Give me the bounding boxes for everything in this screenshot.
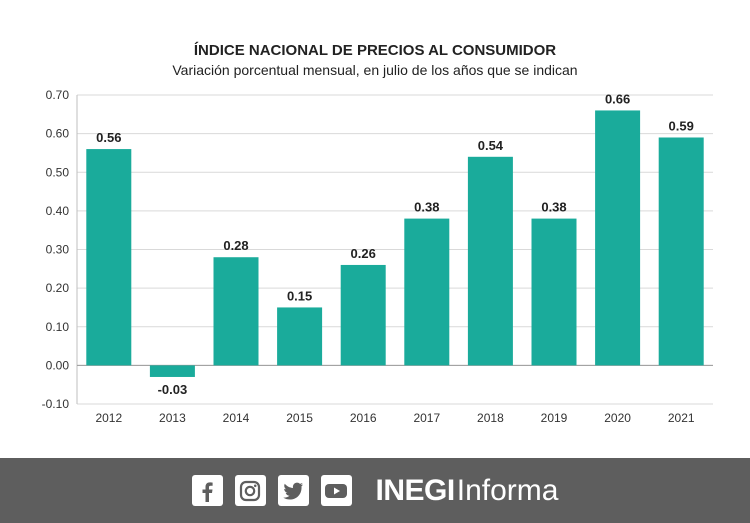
data-label-2017: 0.38 [414, 200, 439, 215]
x-tick-label-2015: 2015 [286, 411, 313, 425]
data-label-2016: 0.26 [351, 246, 376, 261]
bar-2014 [213, 257, 259, 366]
bar-2020 [595, 110, 641, 366]
data-label-2012: 0.56 [96, 130, 121, 145]
y-tick-label: 0.60 [46, 127, 70, 141]
y-tick-label: 0.10 [46, 320, 70, 334]
bar-2013 [149, 365, 195, 377]
y-tick-label: 0.50 [46, 165, 70, 179]
y-tick-label: 0.70 [46, 88, 70, 102]
bar-2015 [277, 307, 323, 366]
facebook-icon[interactable] [191, 475, 223, 506]
instagram-icon[interactable] [234, 475, 266, 506]
chart-title: ÍNDICE NACIONAL DE PRECIOS AL CONSUMIDOR [193, 42, 557, 59]
x-tick-label-2016: 2016 [350, 411, 377, 425]
brand-bold-text: INEGI [375, 473, 456, 507]
inegi-informa-logo[interactable]: INEGI Informa [376, 474, 559, 508]
data-label-2019: 0.38 [541, 200, 566, 215]
bar-2016 [340, 264, 386, 366]
y-tick-label: 0.00 [46, 358, 70, 372]
bar-2021 [658, 137, 704, 366]
brand-light-text: Informa [456, 473, 559, 507]
footer-bar: INEGI Informa [0, 458, 750, 523]
y-tick-label: -0.10 [42, 397, 70, 411]
y-tick-label: 0.20 [46, 281, 70, 295]
x-tick-label-2018: 2018 [477, 411, 504, 425]
y-tick-label: 0.40 [46, 204, 70, 218]
youtube-icon[interactable] [320, 475, 352, 506]
data-label-2015: 0.15 [287, 288, 312, 303]
x-tick-label-2012: 2012 [95, 411, 122, 425]
x-tick-label-2020: 2020 [604, 411, 631, 425]
x-tick-label-2021: 2021 [668, 411, 695, 425]
bar-chart: -0.10 0.00 0.10 0.20 0.30 0.40 0.50 0.60 0.70 0.5… [42, 88, 713, 425]
x-tick-label-2014: 2014 [223, 411, 250, 425]
bar-2018 [467, 156, 513, 366]
bar-2012 [86, 149, 132, 366]
y-tick-label: 0.30 [46, 243, 70, 257]
data-label-2013: -0.03 [158, 382, 188, 397]
data-label-2021: 0.59 [669, 118, 694, 133]
chart-subtitle: Variación porcentual mensual, en julio d… [172, 62, 578, 78]
data-label-2020: 0.66 [605, 91, 630, 106]
chart-area: ÍNDICE NACIONAL DE PRECIOS AL CONSUMIDOR… [42, 42, 713, 425]
twitter-icon[interactable] [277, 475, 309, 506]
bar-2017 [404, 218, 450, 366]
data-label-2018: 0.54 [478, 138, 504, 153]
x-tick-label-2017: 2017 [413, 411, 440, 425]
x-tick-label-2019: 2019 [541, 411, 568, 425]
data-label-2014: 0.28 [223, 238, 248, 253]
bar-2019 [531, 218, 577, 366]
x-tick-label-2013: 2013 [159, 411, 186, 425]
